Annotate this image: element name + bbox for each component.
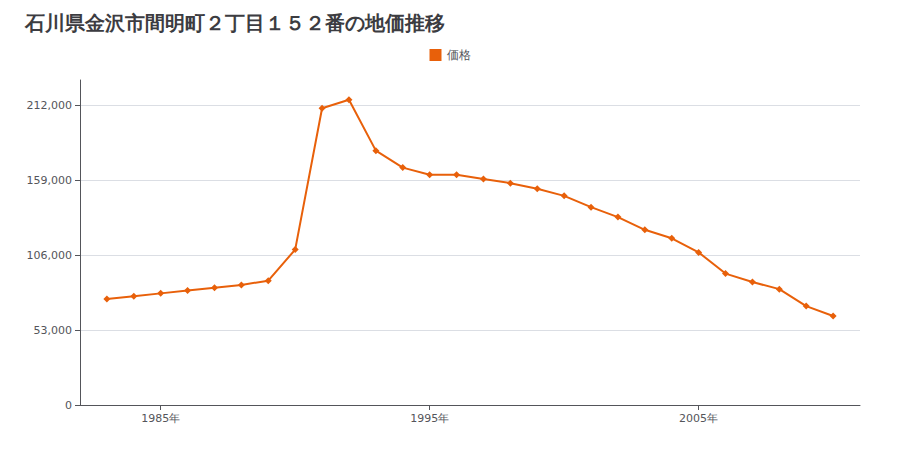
- svg-text:1995年: 1995年: [410, 412, 449, 425]
- svg-text:石川県金沢市間明町２丁目１５２番の地価推移: 石川県金沢市間明町２丁目１５２番の地価推移: [24, 11, 445, 35]
- svg-text:159,000: 159,000: [27, 174, 73, 187]
- svg-text:53,000: 53,000: [34, 324, 73, 337]
- svg-text:106,000: 106,000: [27, 249, 73, 262]
- svg-text:212,000: 212,000: [27, 99, 73, 112]
- svg-text:0: 0: [65, 399, 72, 412]
- svg-text:価格: 価格: [447, 48, 471, 62]
- svg-text:2005年: 2005年: [679, 412, 718, 425]
- svg-text:1985年: 1985年: [141, 412, 180, 425]
